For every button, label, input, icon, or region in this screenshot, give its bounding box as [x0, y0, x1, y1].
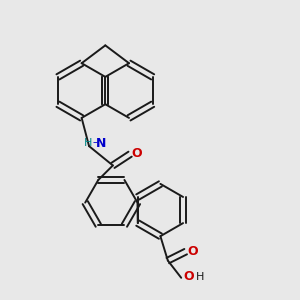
Text: H: H — [83, 138, 92, 148]
Text: O: O — [183, 269, 194, 283]
Text: H: H — [195, 272, 204, 282]
Text: O: O — [131, 147, 142, 160]
Text: O: O — [187, 244, 197, 258]
Text: N: N — [96, 137, 107, 150]
Text: –: – — [93, 138, 98, 148]
